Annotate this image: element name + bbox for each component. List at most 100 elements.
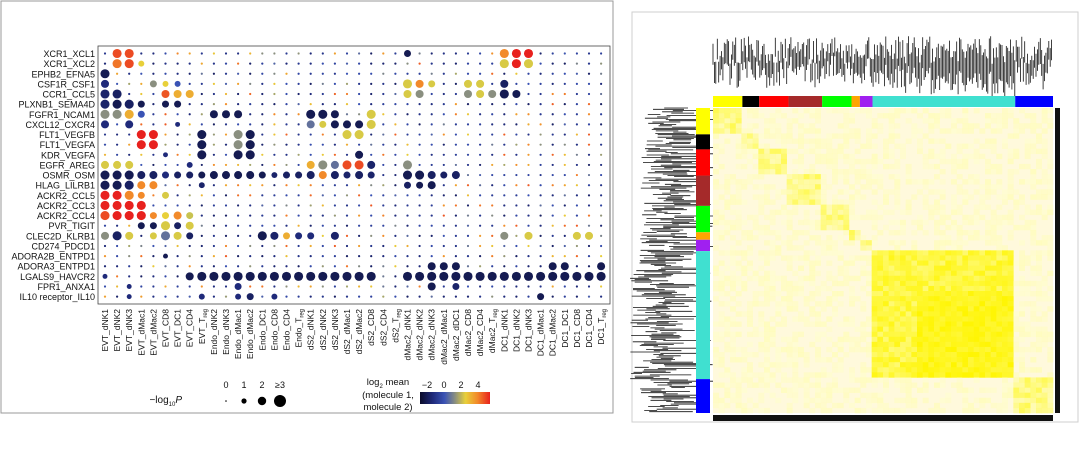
dot-mark bbox=[113, 160, 122, 169]
heatmap-cell bbox=[792, 108, 799, 114]
dot-mark bbox=[212, 72, 215, 75]
heatmap-cell bbox=[962, 367, 969, 373]
heatmap-cell bbox=[996, 163, 1003, 170]
heatmap-cell bbox=[860, 382, 867, 388]
heatmap-cell bbox=[1007, 133, 1014, 139]
heatmap-cell bbox=[769, 158, 776, 165]
x-tick-label: Endo_CD8 bbox=[269, 309, 279, 351]
heatmap-cell bbox=[900, 367, 906, 373]
dot-mark bbox=[406, 133, 409, 136]
dot-mark bbox=[479, 194, 482, 197]
dot-mark bbox=[551, 153, 554, 156]
heatmap-cell bbox=[962, 341, 969, 348]
heatmap-cell bbox=[956, 148, 963, 155]
heatmap-cell bbox=[1007, 158, 1014, 165]
dot-mark bbox=[112, 48, 122, 59]
dot-mark bbox=[587, 153, 591, 156]
heatmap-cell bbox=[792, 301, 799, 307]
heatmap-cell bbox=[843, 118, 850, 124]
heatmap-cell bbox=[888, 301, 895, 307]
x-tick-label: EVT_dMac2 bbox=[148, 309, 158, 356]
heatmap-cell bbox=[747, 316, 753, 322]
module-color-cell bbox=[851, 96, 860, 107]
heatmap-cell bbox=[1047, 118, 1054, 124]
heatmap-cell bbox=[894, 133, 901, 139]
heatmap-cell bbox=[1030, 184, 1037, 190]
heatmap-cell bbox=[820, 219, 827, 226]
dot-mark bbox=[176, 275, 179, 278]
dot-mark bbox=[297, 194, 300, 197]
heatmap-cell bbox=[713, 382, 719, 388]
dot-mark bbox=[479, 265, 482, 268]
y-tick-label: PVR_TIGIT bbox=[48, 221, 95, 231]
heatmap-cell bbox=[713, 331, 719, 338]
heatmap-cell bbox=[985, 224, 991, 231]
dot-mark bbox=[382, 184, 385, 187]
heatmap-cell bbox=[911, 367, 918, 373]
dot-mark bbox=[285, 113, 288, 116]
heatmap-cell bbox=[815, 113, 821, 119]
dot-mark bbox=[430, 62, 433, 65]
heatmap-cell bbox=[775, 163, 782, 170]
heatmap-cell bbox=[747, 275, 753, 282]
heatmap-cell bbox=[775, 148, 782, 155]
dot-mark bbox=[403, 90, 412, 99]
module-color-cell bbox=[696, 175, 710, 206]
dot-mark bbox=[382, 234, 385, 237]
module-color-cell bbox=[696, 232, 710, 240]
heatmap-cell bbox=[900, 397, 906, 404]
heatmap-cell bbox=[718, 260, 725, 266]
heatmap-cell bbox=[900, 270, 906, 277]
heatmap-cell bbox=[764, 280, 770, 287]
dot-mark bbox=[575, 295, 579, 298]
dot-mark bbox=[491, 123, 494, 126]
dot-mark bbox=[128, 255, 131, 258]
dot-mark bbox=[345, 224, 349, 227]
dot-mark bbox=[503, 184, 506, 187]
heatmap-cell bbox=[871, 163, 878, 170]
heatmap-cell bbox=[962, 118, 969, 124]
heatmap-cell bbox=[939, 158, 946, 165]
dot-mark bbox=[297, 204, 300, 207]
heatmap-cell bbox=[843, 174, 850, 180]
dot-mark bbox=[186, 232, 194, 240]
heatmap-cell bbox=[832, 204, 838, 210]
heatmap-cell bbox=[968, 194, 974, 200]
heatmap-cell bbox=[747, 331, 753, 338]
heatmap-cell bbox=[962, 163, 969, 170]
heatmap-cell bbox=[996, 169, 1003, 175]
heatmap-cell bbox=[860, 194, 867, 200]
heatmap-cell bbox=[1007, 346, 1014, 353]
heatmap-cell bbox=[1047, 194, 1054, 200]
heatmap-cell bbox=[724, 199, 731, 205]
pvalue-legend-dot bbox=[257, 396, 267, 406]
dot-mark bbox=[587, 295, 591, 298]
heatmap-cell bbox=[962, 179, 969, 185]
heatmap-cell bbox=[741, 230, 748, 236]
heatmap-cell bbox=[758, 311, 765, 317]
heatmap-cell bbox=[803, 397, 810, 404]
heatmap-cell bbox=[928, 311, 935, 317]
heatmap-cell bbox=[786, 123, 793, 129]
heatmap-cell bbox=[979, 153, 986, 160]
heatmap-cell bbox=[854, 275, 861, 282]
dot-mark bbox=[551, 285, 554, 288]
heatmap-cell bbox=[837, 387, 844, 393]
heatmap-cell bbox=[945, 158, 952, 165]
heatmap-cell bbox=[803, 123, 810, 129]
dot-mark bbox=[418, 285, 421, 288]
dot-mark bbox=[198, 171, 206, 179]
heatmap-cell bbox=[962, 255, 969, 261]
dot-mark bbox=[345, 184, 349, 187]
heatmap-cell bbox=[752, 275, 759, 282]
heatmap-cell bbox=[1019, 331, 1025, 338]
dot-mark bbox=[454, 255, 457, 258]
dot-mark bbox=[224, 265, 228, 268]
dot-mark bbox=[476, 90, 485, 99]
heatmap-cell bbox=[792, 372, 799, 378]
heatmap-cell bbox=[934, 209, 940, 216]
heatmap-cell bbox=[1007, 153, 1014, 160]
dot-mark bbox=[600, 255, 603, 258]
heatmap-cell bbox=[934, 240, 940, 246]
heatmap-cell bbox=[871, 362, 878, 368]
